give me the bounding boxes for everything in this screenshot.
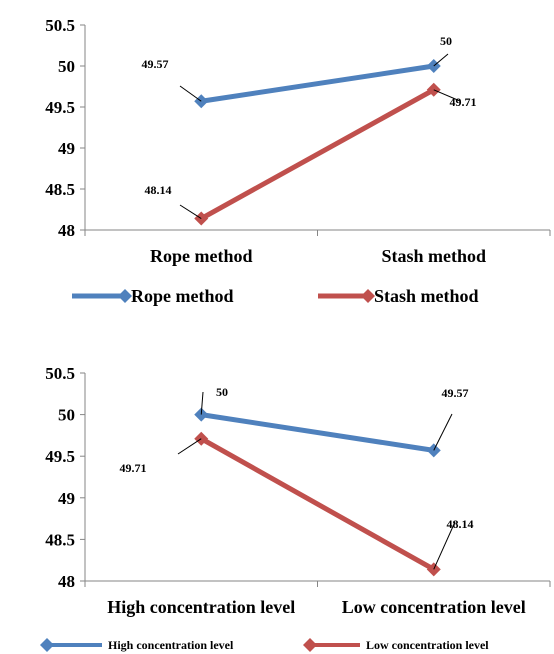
label-leader-line — [177, 438, 202, 455]
label-leader-line — [433, 89, 461, 102]
data-label: 50 — [440, 34, 452, 48]
legend-label: Rope method — [131, 286, 234, 306]
legend-marker — [118, 289, 132, 303]
label-leader-line — [179, 85, 202, 102]
data-label: 49.57 — [442, 386, 469, 400]
legend-marker — [40, 638, 54, 652]
x-tick-label: Low concentration level — [342, 597, 526, 617]
chart-concentration: 48 48.5 49 49.5 50 50.5 High concentration lev… — [40, 364, 551, 652]
data-label: 48.14 — [145, 183, 172, 197]
x-tick-label: High concentration level — [107, 597, 295, 617]
legend-label: Low concentration level — [366, 638, 489, 652]
label-leader-line — [433, 413, 453, 451]
series-line — [198, 436, 437, 572]
data-label: 50 — [216, 385, 228, 399]
series-line — [198, 412, 437, 453]
data-label: 48.14 — [447, 517, 474, 531]
y-tick-label: 49.5 — [45, 447, 75, 466]
y-tick-label: 48 — [58, 221, 75, 240]
y-tick-label: 50.5 — [45, 16, 75, 35]
y-tick-label: 49.5 — [45, 98, 75, 117]
data-label: 49.57 — [142, 57, 169, 71]
series-line — [198, 63, 437, 104]
legend-marker — [303, 638, 317, 652]
y-tick-label: 48 — [58, 572, 75, 591]
y-tick-label: 49 — [58, 139, 75, 158]
legend-label: Stash method — [374, 286, 479, 306]
data-label: 49.71 — [450, 95, 477, 109]
data-label: 49.71 — [120, 461, 147, 475]
legend-label: High concentration level — [108, 638, 234, 652]
label-leader-line — [179, 204, 202, 219]
label-leader-line — [433, 521, 456, 570]
y-tick-label: 50.5 — [45, 364, 75, 383]
x-tick-label: Stash method — [381, 246, 486, 266]
chart-method: 48 48.5 49 49.5 50 50.5 Rope method Stash metho… — [45, 16, 551, 306]
y-tick-label: 50 — [58, 406, 75, 425]
label-leader-line — [433, 53, 449, 67]
y-tick-label: 48.5 — [45, 180, 75, 199]
y-tick-label: 48.5 — [45, 530, 75, 549]
y-tick-label: 50 — [58, 57, 75, 76]
x-tick-label: Rope method — [150, 246, 253, 266]
y-tick-label: 49 — [58, 489, 75, 508]
series-line — [198, 87, 437, 222]
legend-marker — [361, 289, 375, 303]
label-leader-line — [200, 391, 204, 415]
